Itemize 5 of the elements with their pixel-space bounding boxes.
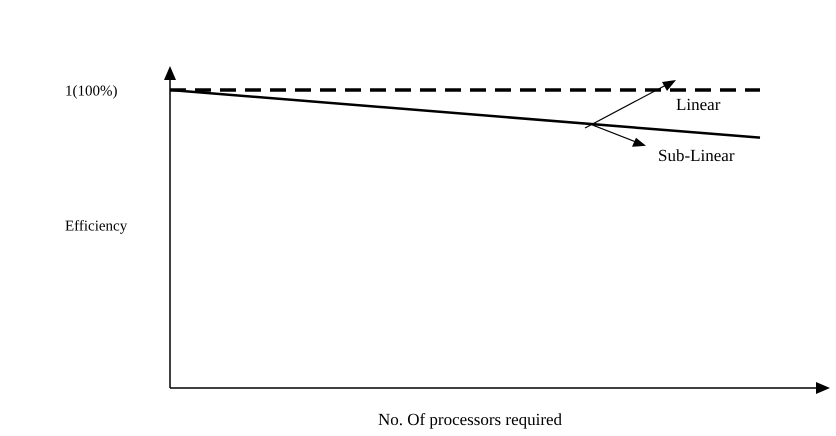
annotation: 1(100%): [65, 83, 118, 100]
x-axis-title: No. Of processors required: [378, 410, 563, 429]
y-axis-title: Efficiency: [65, 218, 128, 234]
legend-label: Linear: [676, 95, 721, 114]
series-label: Sub-Linear: [658, 146, 735, 165]
